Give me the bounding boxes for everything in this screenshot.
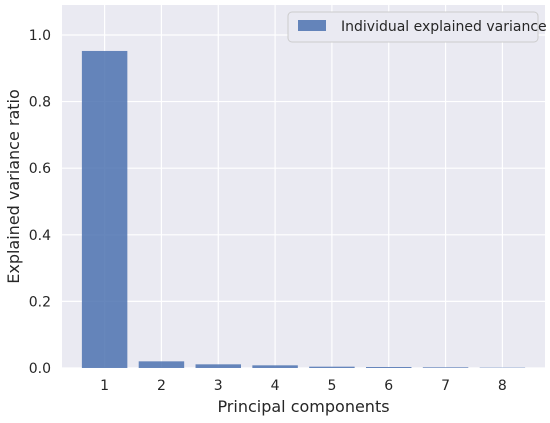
bar-pc-4 xyxy=(252,365,297,368)
y-tick-label: 0.8 xyxy=(29,95,51,111)
y-tick-label: 0.2 xyxy=(29,294,51,310)
y-tick-label: 0.0 xyxy=(29,361,51,377)
y-tick-label: 0.4 xyxy=(29,228,51,244)
bar-pc-1 xyxy=(82,51,127,368)
bar-pc-6 xyxy=(366,367,411,368)
legend-swatch xyxy=(298,20,326,31)
bar-pc-5 xyxy=(309,367,354,368)
x-tick-label: 2 xyxy=(157,378,166,394)
bar-pc-7 xyxy=(423,367,468,368)
bar-pc-3 xyxy=(196,364,241,368)
x-tick-label: 5 xyxy=(327,378,336,394)
y-tick-label: 1.0 xyxy=(29,28,51,44)
x-tick-label: 7 xyxy=(441,378,450,394)
x-tick-label: 4 xyxy=(271,378,280,394)
legend: Individual explained variance xyxy=(288,12,547,42)
y-tick-label: 0.6 xyxy=(29,161,51,177)
y-axis-ticks: 0.0 0.2 0.4 0.6 0.8 1.0 xyxy=(29,28,51,377)
bar-pc-2 xyxy=(139,361,184,368)
plot-area xyxy=(62,5,545,368)
legend-label: Individual explained variance xyxy=(341,19,547,35)
x-tick-label: 3 xyxy=(214,378,223,394)
x-axis-label: Principal components xyxy=(217,397,389,416)
x-tick-label: 6 xyxy=(384,378,393,394)
x-tick-label: 1 xyxy=(100,378,109,394)
x-axis-ticks: 1 2 3 4 5 6 7 8 xyxy=(100,378,507,394)
y-axis-label: Explained variance ratio xyxy=(4,89,23,284)
x-tick-label: 8 xyxy=(498,378,507,394)
